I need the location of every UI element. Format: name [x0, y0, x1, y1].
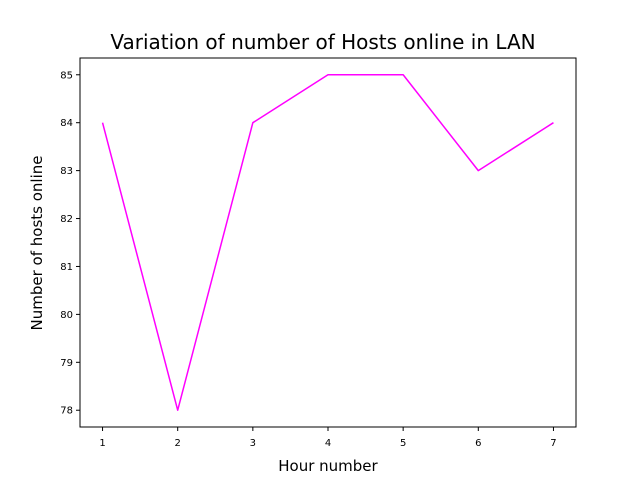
x-tick-label: 5	[400, 438, 406, 449]
x-tick-label: 1	[99, 438, 105, 449]
y-tick-label: 82	[60, 214, 73, 225]
plot-area	[101, 74, 554, 411]
y-tick-label: 80	[60, 310, 73, 321]
y-tick-label: 83	[60, 166, 73, 177]
x-axis: 1 2 3 4 5 6 7	[99, 427, 557, 449]
chart-title: Variation of number of Hosts online in L…	[110, 30, 535, 54]
x-axis-label: Hour number	[278, 457, 378, 475]
y-tick-label: 78	[60, 406, 73, 417]
y-axis-label: Number of hosts online	[28, 156, 46, 331]
y-tick-label: 84	[60, 118, 73, 129]
series-line	[101, 74, 554, 411]
x-tick-label: 7	[550, 438, 556, 449]
x-tick-label: 6	[475, 438, 481, 449]
y-tick-label: 79	[60, 358, 73, 369]
y-axis: 78 79 80 81 82 83 84 85	[60, 70, 80, 417]
x-tick-label: 4	[325, 438, 331, 449]
y-tick-label: 85	[60, 70, 73, 81]
x-tick-label: 3	[250, 438, 256, 449]
x-tick-label: 2	[175, 438, 181, 449]
y-tick-label: 81	[60, 262, 73, 273]
